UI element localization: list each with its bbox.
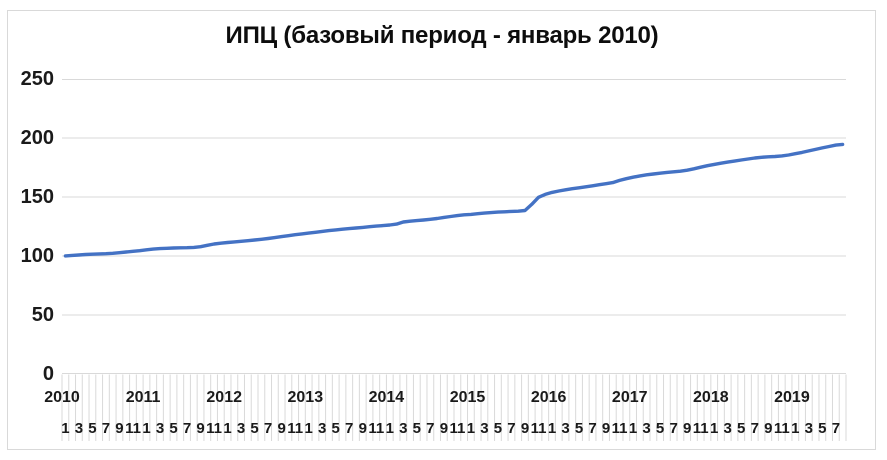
month-label: 7 (182, 420, 192, 437)
month-label: 11 (530, 420, 547, 437)
month-label: 5 (818, 420, 827, 437)
month-label: 9 (196, 420, 205, 437)
month-label: 9 (764, 420, 773, 437)
month-label: 11 (206, 420, 223, 437)
month-label: 3 (74, 420, 84, 437)
month-label: 9 (358, 420, 367, 437)
month-label: 1 (466, 420, 476, 437)
month-label: 3 (155, 420, 165, 437)
month-label: 3 (804, 420, 813, 437)
month-label: 1 (791, 420, 800, 437)
month-label: 9 (277, 420, 286, 437)
year-label: 2014 (368, 389, 405, 406)
cpi-line-series (63, 142, 845, 258)
month-label: 5 (169, 420, 178, 437)
month-label: 1 (628, 420, 638, 437)
month-label: 5 (737, 420, 746, 437)
month-label: 11 (125, 420, 141, 437)
month-label: 7 (263, 420, 273, 437)
y-axis-label: 250 (20, 68, 54, 91)
month-label: 7 (669, 420, 678, 437)
year-label: 2015 (449, 389, 486, 406)
y-axis-label: 200 (20, 127, 54, 150)
month-label: 1 (142, 420, 151, 437)
month-label: 1 (710, 420, 719, 437)
month-label: 7 (101, 420, 111, 437)
year-label: 2016 (530, 389, 567, 406)
month-label: 11 (692, 420, 709, 437)
month-label: 1 (61, 420, 70, 437)
month-label: 5 (250, 420, 259, 437)
month-label: 7 (750, 420, 759, 437)
month-label: 1 (304, 420, 313, 437)
month-label: 5 (655, 420, 665, 437)
year-label: 2013 (287, 389, 324, 406)
month-label: 7 (507, 420, 516, 437)
month-label: 5 (88, 420, 97, 437)
month-label: 1 (547, 420, 557, 437)
month-label: 7 (426, 420, 435, 437)
year-label: 2019 (774, 389, 810, 406)
month-label: 7 (588, 420, 597, 437)
year-label: 2010 (44, 389, 80, 406)
month-label: 11 (368, 420, 385, 437)
y-axis-label: 0 (42, 362, 54, 385)
month-label: 3 (561, 420, 570, 437)
month-label: 5 (493, 420, 503, 437)
y-axis-label: 150 (20, 186, 54, 209)
year-label: 2018 (693, 389, 729, 406)
month-label: 5 (331, 420, 340, 437)
month-label: 9 (115, 420, 124, 437)
month-label: 9 (683, 420, 692, 437)
month-label: 9 (601, 420, 611, 437)
year-label: 2011 (125, 389, 161, 406)
month-label: 7 (831, 420, 841, 437)
month-label: 3 (399, 420, 408, 437)
month-label: 3 (723, 420, 732, 437)
month-label: 3 (642, 420, 651, 437)
month-label: 3 (480, 420, 489, 437)
month-label: 5 (412, 420, 421, 437)
month-label: 1 (223, 420, 232, 437)
month-label: 1 (385, 420, 394, 437)
gridlines (62, 78, 846, 375)
y-axis-label: 100 (20, 244, 54, 267)
y-axis-label: 50 (31, 303, 54, 326)
month-label: 9 (520, 420, 530, 437)
year-label: 2017 (611, 389, 648, 406)
month-label: 11 (611, 420, 628, 437)
month-label: 5 (574, 420, 584, 437)
month-label: 11 (287, 420, 304, 437)
month-label: 11 (449, 420, 466, 437)
month-tick-marks (61, 374, 847, 441)
month-label: 3 (236, 420, 246, 437)
month-label: 11 (773, 420, 790, 437)
month-label: 9 (439, 420, 449, 437)
year-label: 2012 (206, 389, 242, 406)
month-label: 7 (345, 420, 354, 437)
month-label: 3 (318, 420, 327, 437)
chart-title: ИПЦ (базовый период - январь 2010) (225, 22, 659, 49)
